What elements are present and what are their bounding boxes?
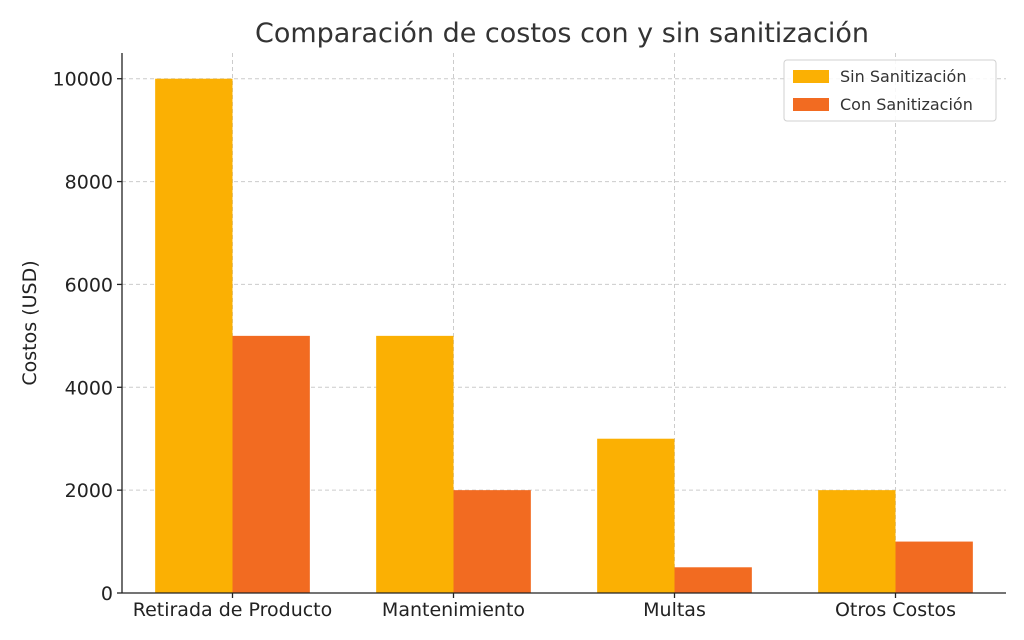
legend-swatch — [793, 70, 829, 83]
bar-sin-sanitizacion — [597, 438, 675, 593]
x-tick-label: Otros Costos — [835, 599, 956, 621]
y-tick-label: 0 — [101, 583, 113, 605]
axes — [117, 53, 1006, 598]
bar-con-sanitizacion — [674, 567, 752, 593]
x-tick-label: Multas — [643, 599, 706, 621]
legend: Sin Sanitización Con Sanitización — [783, 59, 997, 122]
bars — [155, 78, 973, 593]
chart-title: Comparación de costos con y sin sanitiza… — [255, 18, 869, 49]
bar-sin-sanitizacion — [376, 335, 454, 593]
bar-con-sanitizacion — [453, 490, 531, 593]
bar-con-sanitizacion — [232, 335, 310, 593]
bar-sin-sanitizacion — [818, 490, 896, 593]
legend-label: Con Sanitización — [840, 95, 973, 114]
y-tick-label: 4000 — [65, 377, 113, 399]
tick-labels: 0 2000 4000 6000 8000 10000 Retirada de Produc… — [53, 69, 957, 621]
bar-con-sanitizacion — [895, 541, 973, 593]
bar-sin-sanitizacion — [155, 78, 233, 593]
x-tick-label: Mantenimiento — [382, 599, 525, 621]
legend-swatch — [793, 98, 829, 111]
x-tick-label: Retirada de Producto — [133, 599, 333, 621]
legend-label: Sin Sanitización — [840, 67, 966, 86]
y-tick-label: 8000 — [65, 172, 113, 194]
y-tick-label: 2000 — [65, 480, 113, 502]
y-tick-label: 6000 — [65, 274, 113, 296]
y-axis-label: Costos (USD) — [19, 260, 41, 385]
legend-box — [783, 59, 997, 122]
y-tick-label: 10000 — [53, 69, 113, 91]
